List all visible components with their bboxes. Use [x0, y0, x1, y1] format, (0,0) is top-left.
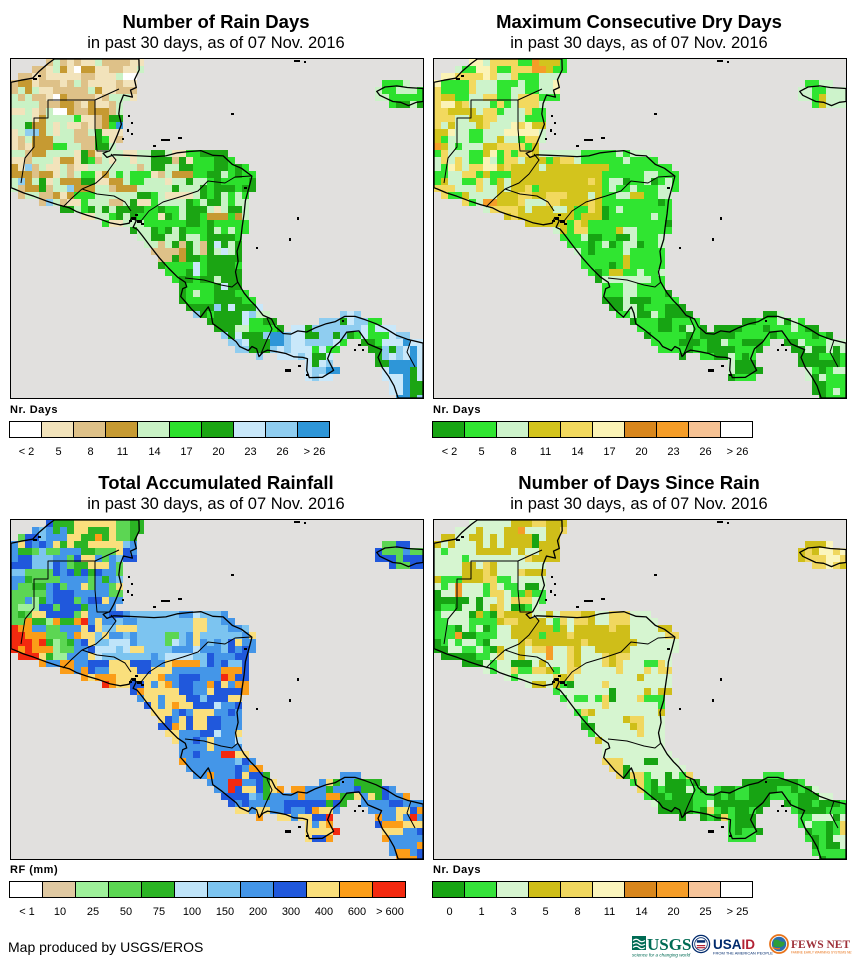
- svg-text:USAID: USAID: [713, 937, 755, 952]
- svg-text:FEWS NET: FEWS NET: [791, 939, 850, 951]
- svg-text:FAMINE EARLY WARNING SYSTEMS N: FAMINE EARLY WARNING SYSTEMS NETWORK: [791, 951, 852, 955]
- svg-text:USGS: USGS: [647, 935, 691, 954]
- svg-text:FROM THE AMERICAN PEOPLE: FROM THE AMERICAN PEOPLE: [713, 951, 773, 956]
- svg-text:science for a changing world: science for a changing world: [632, 953, 691, 958]
